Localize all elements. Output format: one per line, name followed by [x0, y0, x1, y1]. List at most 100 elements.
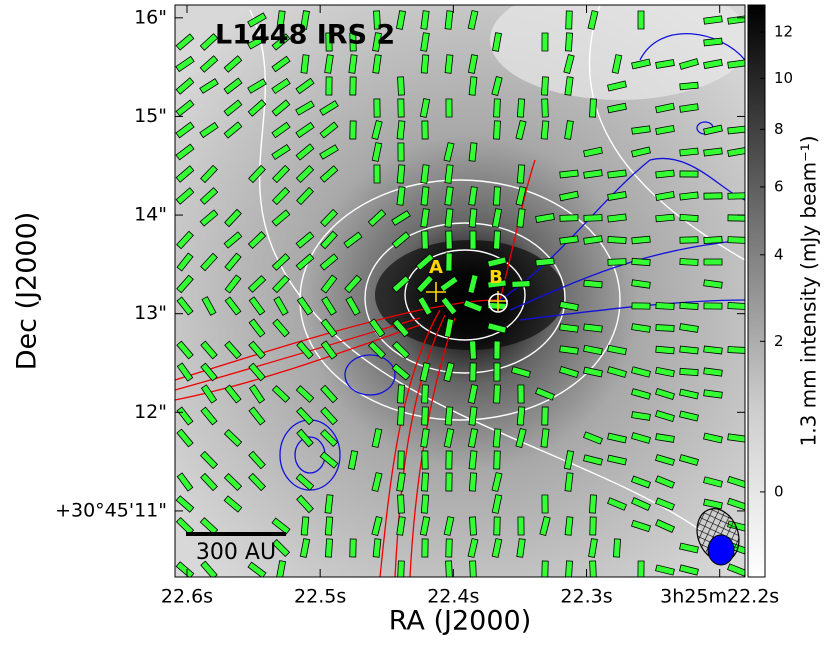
vector [703, 302, 723, 310]
vector [727, 125, 745, 135]
vector [368, 318, 386, 338]
vector [607, 258, 627, 266]
vector [583, 169, 603, 179]
vector [421, 120, 429, 140]
vector [271, 253, 291, 271]
vector [655, 324, 675, 332]
colorbar-tick-label: 8 [774, 120, 784, 138]
vector [607, 366, 627, 378]
vector [419, 516, 431, 536]
vector [583, 214, 603, 222]
vector [493, 450, 501, 470]
vector [199, 33, 219, 51]
vector [467, 54, 479, 74]
colorbar-tick-label: 10 [774, 69, 793, 87]
vector [224, 274, 242, 294]
vector [679, 410, 699, 422]
vector [559, 214, 579, 222]
vector [493, 230, 501, 250]
vector [511, 366, 531, 378]
vector [515, 428, 527, 448]
vector [587, 10, 599, 30]
x-tick-label: 22.4s [427, 586, 479, 608]
vector [655, 102, 675, 114]
vector [420, 32, 430, 52]
vector [631, 497, 651, 511]
colorbar [747, 4, 766, 578]
vector [607, 213, 627, 223]
vector [223, 77, 243, 95]
vector [319, 165, 339, 183]
vector [487, 279, 507, 289]
vector [589, 560, 597, 577]
source-markers [426, 282, 508, 313]
vector [371, 472, 383, 492]
vector [176, 428, 194, 448]
vector [703, 389, 723, 399]
vector [727, 346, 745, 354]
vector [469, 362, 477, 382]
vector [467, 538, 479, 558]
vector [371, 142, 383, 162]
vector [321, 296, 337, 316]
vector [372, 54, 382, 74]
vector [345, 296, 361, 316]
vector [367, 209, 387, 227]
vector [396, 516, 406, 536]
vector [319, 100, 339, 116]
vector [511, 280, 531, 288]
vector [420, 54, 430, 74]
vector [247, 561, 267, 577]
vector [419, 98, 431, 118]
vector [272, 318, 290, 338]
vector [679, 147, 699, 157]
vector [679, 388, 699, 400]
vector [517, 516, 525, 536]
map: A B L1448 IRS 2 300 AU [175, 5, 745, 577]
colorbar-tick-label: 2 [774, 332, 784, 350]
vector [372, 538, 382, 558]
vector [247, 99, 267, 117]
vector [248, 362, 266, 382]
vector [535, 213, 555, 223]
vector [679, 191, 699, 201]
vector [320, 318, 338, 338]
vector [397, 142, 405, 162]
vector [271, 144, 291, 160]
vector [396, 384, 406, 404]
vector [541, 560, 549, 577]
vector [727, 214, 745, 222]
vector [199, 209, 219, 227]
vector [372, 32, 382, 52]
vector [299, 538, 311, 558]
vector [540, 428, 550, 448]
vector [492, 428, 502, 448]
vector [445, 560, 453, 577]
vector [445, 472, 453, 492]
vector [607, 344, 627, 356]
vector [468, 142, 478, 162]
vector [516, 208, 526, 228]
vector [199, 78, 219, 94]
vector [276, 10, 286, 30]
vector [655, 454, 675, 466]
vector [200, 252, 218, 272]
vector [397, 98, 405, 118]
y-tick-label: 16" [134, 6, 167, 28]
vector [440, 296, 458, 316]
vector [391, 275, 411, 293]
vector [348, 54, 358, 74]
vector [631, 125, 651, 135]
vector [420, 494, 430, 514]
vector [727, 59, 745, 69]
vector [703, 476, 723, 488]
vector [175, 165, 195, 183]
vector [727, 236, 745, 244]
vector [589, 516, 597, 536]
vector [727, 563, 745, 577]
vector [295, 100, 315, 116]
vector [703, 147, 723, 157]
vector [516, 98, 526, 118]
vector [224, 208, 242, 228]
vector [371, 428, 383, 448]
